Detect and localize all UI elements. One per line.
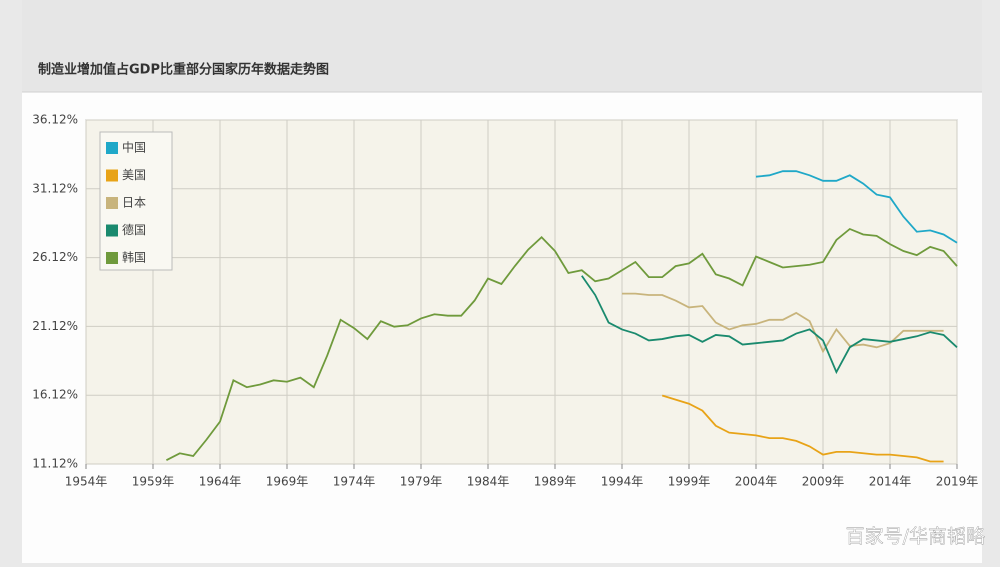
legend-swatch [106,169,118,182]
x-tick-label: 1969年 [266,475,309,489]
legend-label: 日本 [122,196,146,210]
x-tick-label: 2014年 [869,475,912,489]
series-line [165,227,958,461]
lines [165,170,958,463]
chart-title: 制造业增加值占GDP比重部分国家历年数据走势图 [38,62,329,78]
legend-swatch [106,224,118,237]
x-tick-label: 1974年 [333,475,376,489]
legend-label: 美国 [122,168,146,182]
header [22,0,982,92]
y-tick-label: 16.12% [32,388,78,402]
legend-label: 中国 [122,140,146,155]
legend-label: 韩国 [122,250,146,265]
x-tick-label: 1954年 [65,475,108,489]
x-tick-label: 1984年 [467,475,510,489]
x-tick-label: 1994年 [601,475,644,489]
y-tick-label: 11.12% [32,457,78,471]
series-line [581,275,958,375]
series-line [622,292,944,354]
y-tick-label: 31.12% [32,181,78,195]
x-tick-label: 2004年 [735,475,778,489]
watermark: 百家号/华商韬略 [846,526,985,548]
y-tick-label: 36.12% [32,113,78,127]
plot-area [85,119,958,465]
y-tick-label: 26.12% [32,250,78,264]
y-tick-label: 21.12% [32,319,78,333]
x-tick-label: 2019年 [936,475,979,489]
x-tick-label: 1959年 [132,475,175,489]
legend-swatch [106,142,118,154]
legend-swatch [106,252,118,264]
x-tick-label: 1999年 [668,475,711,489]
x-tick-label: 1989年 [534,475,577,489]
x-tick-label: 1979年 [400,475,443,489]
x-tick-label: 1964年 [199,475,242,489]
series-line [661,394,944,463]
x-tick-label: 2009年 [802,475,845,489]
legend-swatch [106,197,118,209]
legend-label: 德国 [122,222,146,237]
series-line [755,170,958,244]
